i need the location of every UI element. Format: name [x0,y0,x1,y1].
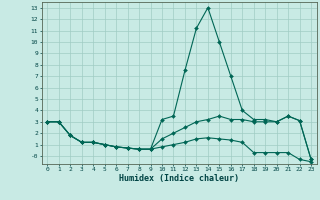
X-axis label: Humidex (Indice chaleur): Humidex (Indice chaleur) [119,174,239,183]
